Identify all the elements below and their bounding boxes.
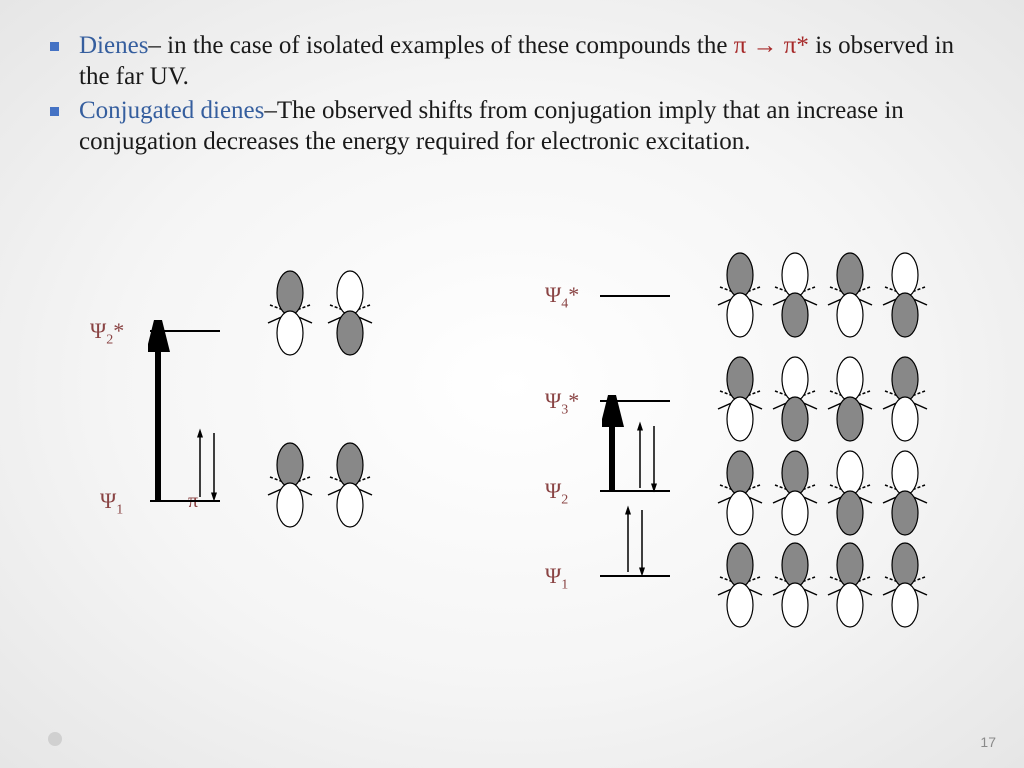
bullet-list: Dienes– in the case of isolated examples… [50,30,964,159]
electron-arrows-psi2 [630,418,670,498]
orbital-psi1 [260,430,410,570]
psi3-star-label: Ψ3* [545,388,579,418]
term-dienes: Dienes [79,32,148,59]
psi2-label: Ψ2 [545,478,568,508]
psi2-star-label: Ψ2* [90,318,124,348]
psi1-label: Ψ1 [100,488,123,518]
bullet-1-text: Dienes– in the case of isolated examples… [79,30,964,93]
psi1r-label: Ψ1 [545,563,568,593]
bullet-2-text: Conjugated dienes–The observed shifts fr… [79,95,964,158]
bullet-1: Dienes– in the case of isolated examples… [50,30,964,93]
nav-dot-icon[interactable] [48,732,62,746]
level-psi4 [600,295,670,297]
transition-arrow-right [602,395,632,505]
page-number: 17 [980,734,996,750]
transition-arrow-left [148,320,178,510]
electron-arrows-left [190,425,230,505]
bullet-marker [50,107,59,116]
orbital-psi4 [710,240,970,350]
orbital-diagram: Ψ2* Ψ1 π Ψ4* Ψ3* Ψ2 Ψ1 [0,240,1024,768]
term-conjugated: Conjugated dienes [79,97,264,124]
b1-rest1: – in the case of isolated examples of th… [148,32,733,59]
bullet-marker [50,42,59,51]
orbital-psi2-star [260,258,410,398]
pi-transition: π → π* [734,32,809,59]
psi4-star-label: Ψ4* [545,282,579,312]
bullet-2: Conjugated dienes–The observed shifts fr… [50,95,964,158]
orbital-psi1r [710,530,970,640]
electron-arrows-psi1 [618,502,658,582]
